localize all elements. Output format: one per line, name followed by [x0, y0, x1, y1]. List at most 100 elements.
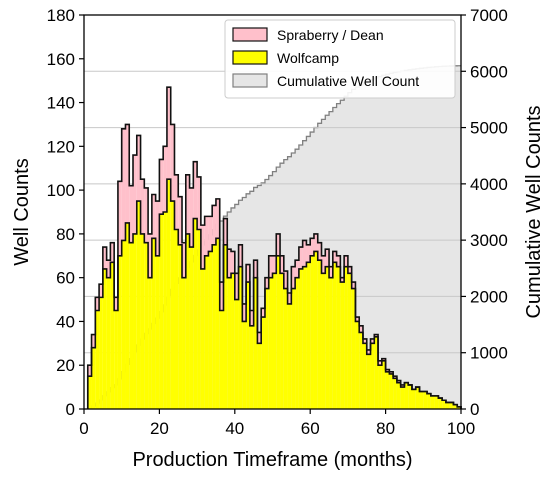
bar-wolfcamp: [246, 282, 250, 409]
legend-label: Spraberry / Dean: [277, 27, 384, 43]
bar-wolfcamp: [453, 404, 458, 409]
bar-wolfcamp: [133, 233, 137, 409]
legend: Spraberry / Dean Wolfcamp Cumulative Well …: [224, 19, 456, 99]
bar-wolfcamp: [182, 277, 186, 409]
bar-wolfcamp: [404, 382, 409, 409]
y-tick-label: 140: [47, 94, 75, 113]
bar-spraberry: [362, 338, 367, 344]
bar-spraberry: [204, 216, 209, 256]
legend-box: [224, 19, 456, 99]
bar-spraberry: [246, 264, 250, 283]
y-tick-label: 80: [56, 225, 75, 244]
bar-wolfcamp: [129, 242, 134, 409]
bar-wolfcamp: [427, 393, 431, 409]
bar-spraberry: [114, 297, 118, 311]
y2-tick-label: 6000: [470, 62, 508, 81]
bar-wolfcamp: [302, 266, 307, 409]
bar-wolfcamp: [215, 238, 220, 409]
bar-spraberry: [295, 260, 299, 278]
bar-spraberry: [166, 87, 171, 180]
bar-spraberry: [336, 255, 341, 267]
legend-label: Wolfcamp: [277, 50, 339, 66]
bar-wolfcamp: [238, 266, 243, 409]
y2-tick-label: 0: [470, 400, 479, 419]
bar-spraberry: [148, 233, 152, 278]
y2-tick-label: 7000: [470, 6, 508, 25]
bar-spraberry: [144, 187, 149, 243]
bar-wolfcamp: [231, 273, 235, 409]
bar-wolfcamp: [355, 321, 360, 409]
bar-spraberry: [298, 247, 303, 269]
bar-spraberry: [174, 174, 179, 230]
bar-spraberry: [276, 233, 281, 256]
bar-wolfcamp: [170, 201, 175, 409]
bar-spraberry: [170, 124, 175, 202]
bar-spraberry: [193, 161, 198, 219]
bar-wolfcamp: [117, 255, 122, 409]
bar-spraberry: [317, 242, 322, 261]
plot-frame: [83, 14, 462, 410]
bar-wolfcamp: [125, 222, 130, 409]
bar-spraberry: [212, 205, 216, 245]
bar-wolfcamp: [189, 247, 194, 409]
bar-wolfcamp: [114, 310, 118, 409]
bar-spraberry: [129, 185, 134, 243]
bar-spraberry: [197, 176, 201, 230]
bar-wolfcamp: [442, 400, 446, 409]
bars-layer: [86, 86, 462, 409]
bar-wolfcamp: [163, 212, 167, 409]
bar-spraberry: [329, 266, 333, 278]
bar-spraberry: [389, 371, 394, 374]
y2-tick-label: 1000: [470, 344, 508, 363]
bar-spraberry: [182, 242, 186, 278]
y2-tick-label: 3000: [470, 231, 508, 250]
legend-swatch: [232, 73, 268, 88]
y-tick-label: 120: [47, 137, 75, 156]
bar-wolfcamp: [310, 255, 314, 409]
y-axis-title: Well Counts: [11, 158, 33, 265]
bar-wolfcamp: [378, 365, 382, 409]
bar-spraberry: [227, 249, 232, 278]
bar-wolfcamp: [264, 288, 269, 409]
bar-spraberry: [133, 155, 137, 234]
bar-wolfcamp: [155, 255, 160, 409]
bar-wolfcamp: [253, 277, 258, 409]
bar-spraberry: [151, 194, 156, 239]
bar-spraberry: [393, 376, 397, 379]
bar-spraberry: [140, 179, 145, 234]
legend-swatch: [232, 50, 268, 65]
bar-wolfcamp: [295, 277, 299, 409]
bar-spraberry: [268, 255, 273, 278]
legend-swatch: [232, 27, 268, 42]
bar-wolfcamp: [208, 251, 213, 409]
bar-spraberry: [136, 135, 141, 202]
bar-wolfcamp: [212, 244, 216, 409]
bar-spraberry: [99, 284, 103, 298]
bar-wolfcamp: [434, 395, 439, 409]
bar-spraberry: [155, 201, 160, 256]
bar-wolfcamp: [159, 214, 164, 409]
bar-spraberry: [215, 198, 220, 239]
bar-wolfcamp: [411, 389, 416, 409]
bar-spraberry: [347, 266, 352, 274]
bar-spraberry: [178, 196, 183, 245]
bar-wolfcamp: [121, 240, 126, 409]
bar-wolfcamp: [336, 266, 341, 409]
bar-wolfcamp: [291, 288, 296, 409]
bar-wolfcamp: [370, 343, 375, 409]
bar-spraberry: [340, 277, 345, 283]
bar-wolfcamp: [306, 262, 311, 409]
x-axis-title: Production Timeframe (months): [132, 449, 412, 471]
bar-wolfcamp: [287, 303, 292, 409]
bar-wolfcamp: [423, 391, 428, 409]
bar-wolfcamp: [261, 317, 265, 409]
bar-spraberry: [344, 255, 348, 267]
bar-wolfcamp: [227, 277, 232, 409]
bar-wolfcamp: [457, 406, 461, 409]
bar-wolfcamp: [268, 277, 273, 409]
bar-wolfcamp: [200, 268, 205, 409]
bar-wolfcamp: [219, 310, 224, 409]
bar-wolfcamp: [193, 218, 198, 409]
